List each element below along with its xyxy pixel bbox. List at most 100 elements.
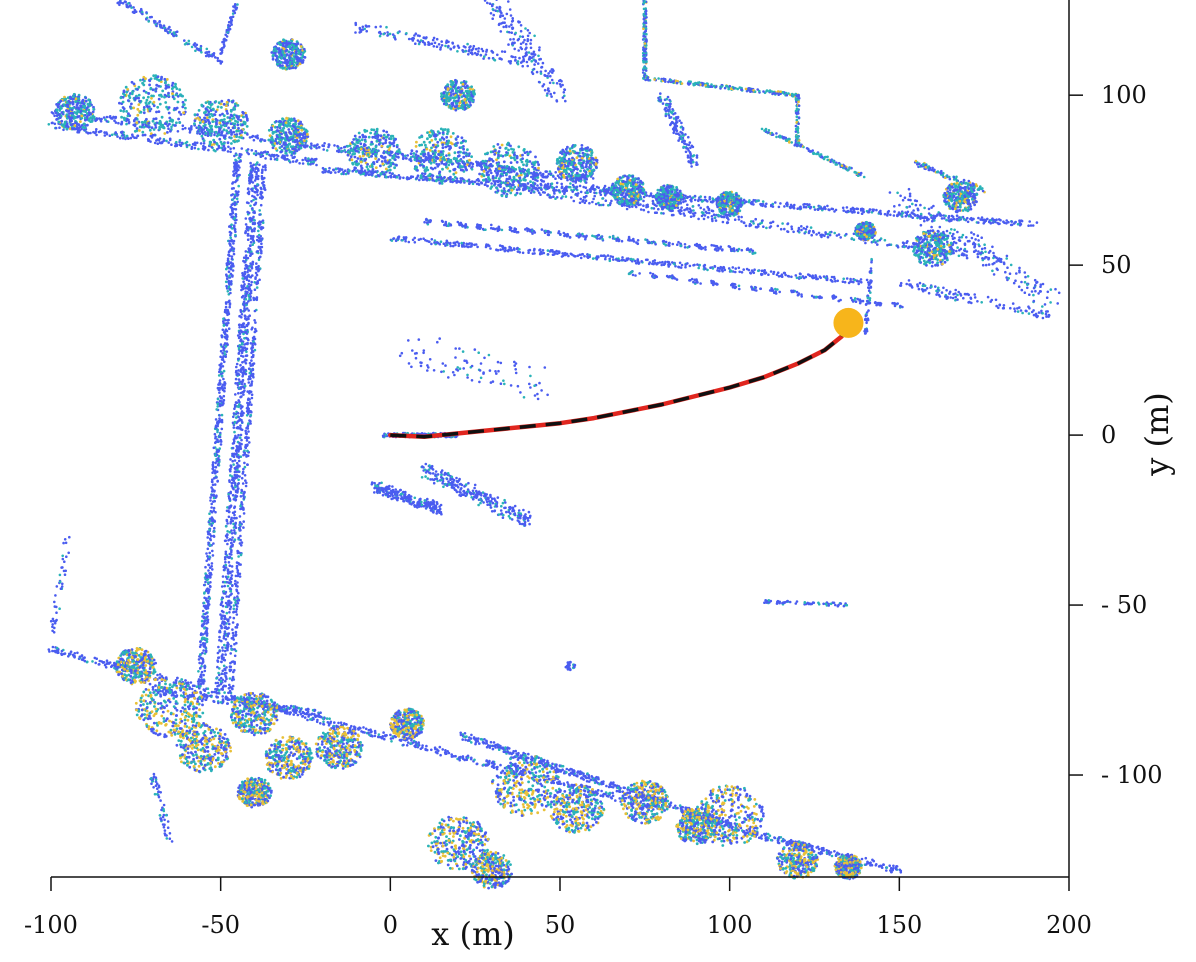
- cloud-point: [527, 189, 531, 193]
- cloud-point: [851, 300, 855, 303]
- cloud-point: [700, 200, 704, 203]
- cloud-point: [177, 117, 181, 121]
- point-cloud-layer: [47, 0, 1061, 890]
- cloud-point: [220, 106, 223, 109]
- cloud-point: [576, 254, 580, 258]
- cloud-point: [676, 243, 679, 246]
- cloud-point: [505, 12, 509, 16]
- cloud-point: [1010, 220, 1014, 223]
- cloud-point: [196, 116, 200, 120]
- cloud-point: [324, 169, 328, 173]
- cloud-point: [787, 92, 790, 95]
- cloud-point: [797, 100, 800, 104]
- cloud-point: [178, 88, 182, 92]
- cloud-point: [721, 220, 725, 224]
- cloud-point: [586, 253, 589, 256]
- cloud-point: [667, 80, 670, 84]
- cloud-point: [327, 145, 330, 149]
- cloud-point: [680, 82, 684, 85]
- cloud-point: [423, 41, 426, 45]
- cloud-point: [344, 172, 348, 176]
- cloud-point: [986, 217, 989, 221]
- cloud-point: [301, 158, 305, 162]
- cloud-point: [871, 209, 875, 212]
- cloud-point: [509, 38, 512, 41]
- cloud-point: [557, 189, 561, 192]
- cloud-point: [130, 102, 133, 106]
- cloud-point: [87, 108, 91, 112]
- cloud-point: [702, 264, 706, 268]
- cloud-point: [225, 100, 229, 104]
- cloud-point: [572, 254, 575, 257]
- cloud-point: [783, 205, 786, 208]
- cloud-point: [644, 238, 647, 241]
- cloud-point: [518, 56, 521, 60]
- cloud-point: [528, 57, 531, 61]
- cloud-point: [536, 184, 539, 187]
- cloud-point: [738, 287, 741, 291]
- cloud-point: [516, 60, 520, 63]
- cloud-point: [167, 127, 170, 130]
- cloud-point: [513, 248, 516, 251]
- cloud-point: [553, 91, 556, 95]
- cloud-point: [836, 279, 839, 283]
- cloud-point: [783, 227, 786, 231]
- cloud-point: [142, 96, 146, 100]
- cloud-point: [193, 122, 196, 126]
- cloud-point: [629, 271, 632, 275]
- cloud-point: [599, 190, 602, 193]
- cloud-point: [208, 133, 212, 137]
- cloud-point: [599, 254, 603, 257]
- cloud-point: [591, 186, 594, 190]
- cloud-point: [510, 20, 514, 23]
- cloud-point: [71, 127, 74, 130]
- cloud-point: [99, 118, 102, 122]
- cloud-point: [495, 0, 498, 1]
- cloud-point: [396, 236, 400, 239]
- cloud-point: [173, 124, 177, 127]
- cloud-point: [206, 116, 209, 119]
- cloud-point: [716, 266, 720, 270]
- cloud-point: [334, 167, 338, 171]
- cloud-point: [911, 212, 915, 215]
- cloud-point: [135, 127, 139, 130]
- cloud-point: [588, 255, 591, 258]
- cloud-point: [753, 251, 757, 255]
- cloud-point: [904, 211, 907, 214]
- cloud-point: [542, 180, 546, 183]
- cloud-point: [193, 119, 197, 123]
- cloud-point: [697, 204, 701, 207]
- cloud-point: [677, 240, 680, 244]
- cloud-point: [819, 296, 822, 299]
- cloud-point: [218, 59, 221, 63]
- cloud-point: [126, 112, 130, 115]
- cloud-point: [660, 263, 663, 267]
- cloud-point: [540, 188, 543, 191]
- cloud-point: [686, 156, 690, 159]
- cloud-point: [734, 86, 737, 90]
- cloud-point: [156, 105, 160, 109]
- cloud-point: [214, 149, 217, 153]
- cloud-point: [216, 56, 219, 60]
- cloud-point: [232, 5, 235, 8]
- cloud-point: [675, 81, 679, 85]
- cloud-point: [171, 95, 175, 99]
- cloud-point: [490, 171, 493, 175]
- cloud-point: [422, 36, 426, 40]
- cloud-point: [226, 141, 230, 145]
- cloud-point: [790, 225, 793, 228]
- cloud-point: [476, 52, 480, 56]
- cloud-point: [745, 200, 748, 204]
- cloud-point: [671, 276, 674, 280]
- cloud-point: [829, 160, 832, 163]
- cloud-point: [196, 113, 199, 117]
- cloud-point: [233, 140, 237, 144]
- cloud-point: [235, 116, 239, 119]
- cloud-point: [547, 72, 550, 75]
- cloud-point: [413, 34, 416, 37]
- cloud-point: [797, 104, 801, 107]
- cloud-point: [229, 16, 232, 20]
- cloud-point: [84, 96, 88, 100]
- cloud-point: [698, 263, 701, 267]
- cloud-point: [679, 266, 683, 269]
